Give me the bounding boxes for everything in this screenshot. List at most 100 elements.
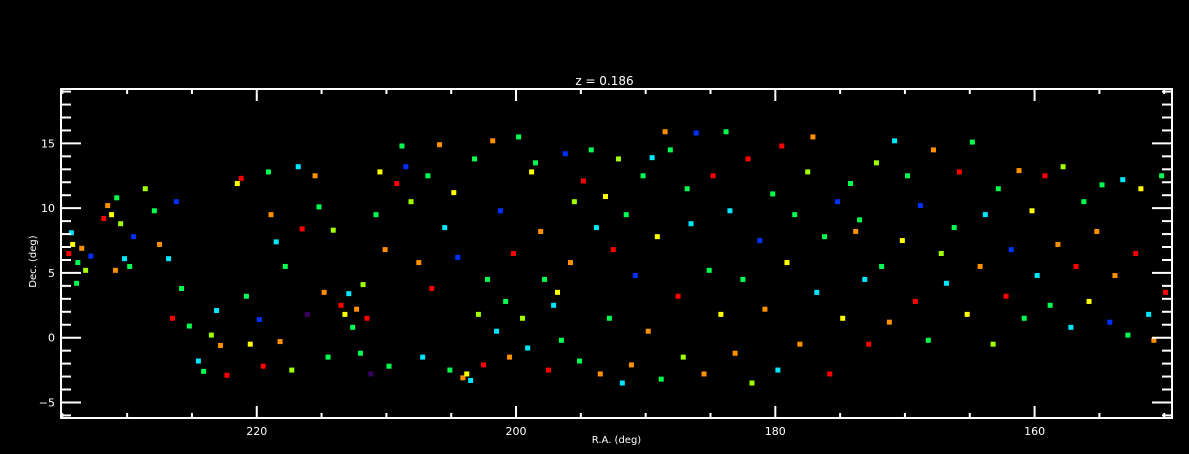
data-point <box>529 169 535 175</box>
data-point <box>1159 173 1165 179</box>
data-point <box>243 293 249 299</box>
data-point <box>346 291 352 297</box>
data-point <box>490 138 496 144</box>
data-point <box>619 380 625 386</box>
data-point <box>142 186 148 192</box>
data-point <box>214 307 220 313</box>
data-point <box>580 178 586 184</box>
data-point <box>538 228 544 234</box>
data-point <box>930 147 936 153</box>
data-point <box>597 371 603 377</box>
data-point <box>1042 173 1048 179</box>
data-point <box>1047 302 1053 308</box>
data-point <box>316 204 322 210</box>
data-point <box>938 251 944 256</box>
data-point <box>342 311 348 317</box>
data-point <box>325 354 331 360</box>
data-point <box>368 371 374 377</box>
data-point <box>127 263 133 269</box>
data-point <box>1120 177 1126 183</box>
data-point <box>201 368 207 374</box>
data-point <box>179 285 185 291</box>
data-point <box>847 181 853 187</box>
data-point <box>485 276 491 282</box>
data-point <box>442 225 448 231</box>
data-point <box>606 315 612 321</box>
data-point <box>330 227 336 233</box>
data-point <box>247 341 253 347</box>
data-point <box>1133 251 1139 256</box>
data-point <box>593 225 599 231</box>
data-point <box>577 358 583 364</box>
data-point <box>873 160 879 166</box>
data-point <box>977 263 983 269</box>
data-point <box>905 173 911 179</box>
y-tick-label: 0 <box>48 332 55 345</box>
data-point <box>273 239 279 245</box>
data-point <box>1003 293 1009 299</box>
data-point <box>265 169 271 175</box>
data-point <box>684 186 690 192</box>
data-point <box>416 260 422 266</box>
data-point <box>740 276 746 282</box>
data-point <box>224 372 230 378</box>
data-point <box>853 228 859 234</box>
data-point <box>114 195 120 201</box>
data-point <box>475 311 481 317</box>
data-point <box>408 199 414 205</box>
y-tick-label: −5 <box>39 396 55 409</box>
data-point <box>588 147 594 153</box>
data-point <box>166 256 172 262</box>
data-point <box>70 241 76 247</box>
data-point <box>542 276 548 282</box>
data-point <box>892 138 898 144</box>
data-point <box>74 280 80 286</box>
data-point <box>1107 319 1113 325</box>
data-point <box>350 324 356 330</box>
data-point <box>827 371 833 377</box>
data-point <box>745 156 751 162</box>
data-point <box>1055 241 1061 247</box>
data-point <box>277 339 283 345</box>
data-point <box>295 164 301 170</box>
data-point <box>460 375 466 381</box>
data-point <box>157 241 163 247</box>
data-point <box>792 212 798 218</box>
data-point <box>79 245 85 251</box>
data-point <box>360 282 366 288</box>
data-point <box>762 306 768 312</box>
data-point <box>169 315 175 321</box>
data-point <box>1138 186 1144 192</box>
data-point <box>632 273 638 279</box>
data-point <box>545 367 551 373</box>
data-point <box>386 363 392 369</box>
data-point <box>749 380 755 386</box>
data-point <box>982 212 988 218</box>
data-point <box>83 267 89 273</box>
x-tick-label: 180 <box>765 425 786 438</box>
data-point <box>654 234 660 240</box>
data-point <box>217 342 223 348</box>
data-point <box>373 212 379 218</box>
data-point <box>1081 199 1087 205</box>
data-point <box>520 315 526 321</box>
data-point <box>88 253 94 259</box>
y-axis-label: Dec. (deg) <box>28 235 39 287</box>
data-point <box>757 238 763 244</box>
data-point <box>805 169 811 175</box>
data-point <box>886 319 892 325</box>
data-point <box>260 363 266 369</box>
data-point <box>615 156 621 162</box>
data-point <box>645 328 651 334</box>
data-point <box>571 199 577 205</box>
data-point <box>562 151 568 157</box>
data-point <box>558 337 564 343</box>
x-axis-label: R.A. (deg) <box>592 435 642 446</box>
data-point <box>662 129 668 135</box>
data-point <box>1163 289 1169 295</box>
plot-frame <box>60 88 1173 419</box>
data-point <box>516 134 522 140</box>
data-point <box>779 143 785 149</box>
data-point <box>912 298 918 304</box>
